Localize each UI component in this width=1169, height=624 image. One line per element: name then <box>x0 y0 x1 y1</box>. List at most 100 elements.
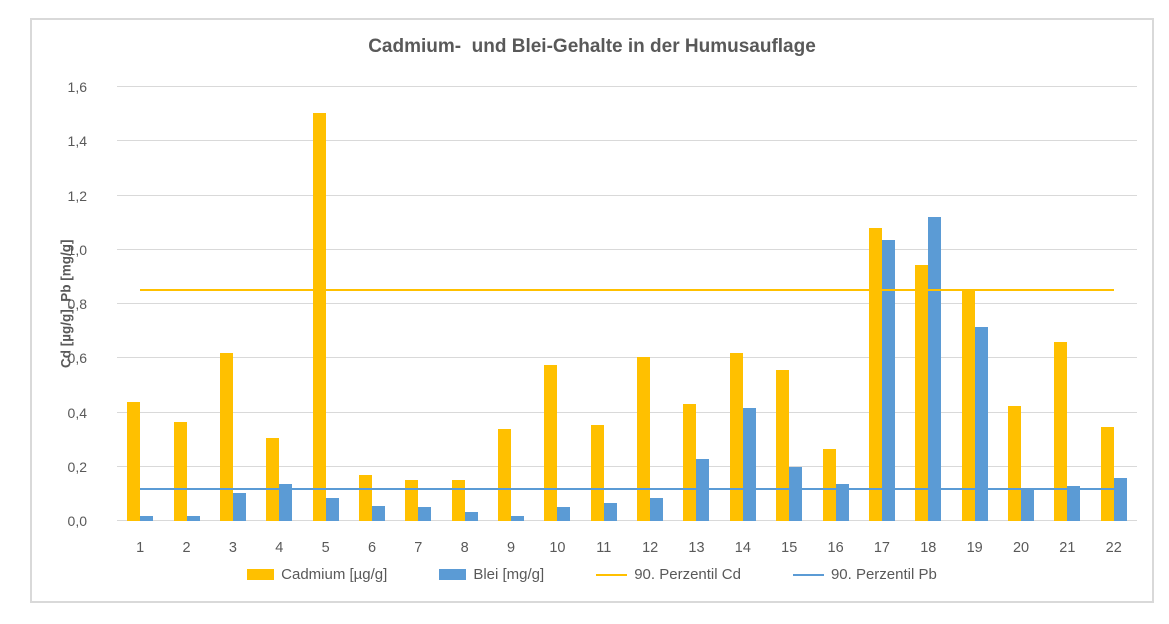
bar-blei[interactable] <box>232 492 246 521</box>
category-group <box>534 87 580 521</box>
bar-blei[interactable] <box>650 497 664 521</box>
legend-label: Cadmium [µg/g] <box>281 566 388 583</box>
category-group <box>256 87 302 521</box>
bar-blei[interactable] <box>325 497 339 521</box>
bar-cadmium[interactable] <box>1008 405 1021 521</box>
bar-blei[interactable] <box>1067 485 1081 521</box>
bar-cadmium[interactable] <box>358 474 372 521</box>
bar-blei[interactable] <box>371 506 385 521</box>
x-axis-tick-label: 21 <box>1059 540 1076 556</box>
y-axis-tick-label: 1,6 <box>67 79 87 95</box>
bar-cadmium[interactable] <box>405 480 419 521</box>
category-group <box>117 87 163 521</box>
bar-cadmium[interactable] <box>729 352 743 521</box>
bar-cadmium[interactable] <box>266 438 280 521</box>
y-axis-tick-label: 0,4 <box>67 404 87 421</box>
bar-blei[interactable] <box>511 515 525 521</box>
bar-cadmium[interactable] <box>961 289 975 521</box>
bar-blei[interactable] <box>835 484 849 521</box>
x-axis-tick-label: 12 <box>642 540 659 556</box>
y-axis-tick-label: 1,0 <box>67 241 87 258</box>
gridline <box>117 303 1137 304</box>
bar-blei[interactable] <box>557 507 571 521</box>
gridline <box>117 140 1137 142</box>
category-group <box>766 87 812 521</box>
legend-item-cadmium[interactable]: Cadmium [µg/g] <box>247 566 387 583</box>
legend-label: 90. Perzentil Pb <box>830 566 937 583</box>
x-axis-tick-label: 22 <box>1105 540 1122 556</box>
bar-blei[interactable] <box>418 507 432 521</box>
gridline <box>117 357 1137 359</box>
bar-blei[interactable] <box>789 466 803 521</box>
bar-blei[interactable] <box>464 511 478 521</box>
bar-cadmium[interactable] <box>127 401 141 521</box>
bar-cadmium[interactable] <box>451 480 465 521</box>
bar-blei[interactable] <box>974 327 988 521</box>
category-group <box>1091 87 1137 521</box>
bar-cadmium[interactable] <box>868 228 882 521</box>
y-axis-tick-label: 1,4 <box>67 133 87 150</box>
category-group <box>442 87 488 521</box>
bar-cadmium[interactable] <box>683 404 697 521</box>
bar-cadmium[interactable] <box>219 352 233 521</box>
gridline <box>117 194 1137 196</box>
x-axis-labels: 1 2 3 4 5 6 7 8 9 10 11 12 13 14 15 16 17 18 19 20 21 22 <box>117 531 1137 556</box>
bar-cadmium[interactable] <box>173 422 187 521</box>
bar-cadmium[interactable] <box>498 428 512 521</box>
legend-item-perzentil-cd[interactable]: 90. Perzentil Cd <box>596 566 741 583</box>
legend-item-blei[interactable]: Blei [mg/g] <box>439 566 544 583</box>
y-axis-tick-label: 0,0 <box>67 513 87 529</box>
percentile-line-pb[interactable] <box>140 488 1114 490</box>
x-axis-line <box>117 520 1137 521</box>
bar-cadmium[interactable] <box>637 356 651 521</box>
category-group <box>302 87 348 521</box>
category-group <box>395 87 441 521</box>
x-axis-tick-label: 9 <box>507 540 516 556</box>
bar-blei[interactable] <box>742 408 756 521</box>
x-axis-tick-label: 19 <box>966 540 983 556</box>
bar-blei[interactable] <box>928 217 942 521</box>
x-axis-tick-label: 11 <box>596 540 612 556</box>
y-axis-tick-label: 0,6 <box>67 350 87 367</box>
legend-label: Blei [mg/g] <box>473 566 545 583</box>
x-axis-tick-label: 14 <box>734 540 751 556</box>
bar-cadmium[interactable] <box>1054 341 1068 521</box>
gridline <box>117 86 1137 87</box>
x-axis-tick-label: 17 <box>873 540 890 556</box>
bar-blei[interactable] <box>1021 488 1034 521</box>
x-axis-tick-label: 10 <box>549 540 566 556</box>
bar-cadmium[interactable] <box>1100 427 1114 521</box>
category-group <box>1044 87 1090 521</box>
bar-blei[interactable] <box>140 515 154 521</box>
bar-cadmium[interactable] <box>590 424 604 521</box>
gridline <box>117 465 1137 467</box>
bar-blei[interactable] <box>1113 477 1127 521</box>
category-group <box>163 87 209 521</box>
y-axis-tick-label: 1,2 <box>67 187 87 204</box>
x-axis-tick-label: 3 <box>228 540 237 556</box>
legend-item-perzentil-pb[interactable]: 90. Perzentil Pb <box>792 566 937 583</box>
y-axis-tick-label: 0,2 <box>67 458 87 475</box>
bar-cadmium[interactable] <box>822 449 836 521</box>
category-group <box>859 87 905 521</box>
x-axis-tick-label: 5 <box>321 540 330 556</box>
bar-cadmium[interactable] <box>544 365 558 521</box>
bars-container <box>117 87 1137 521</box>
bar-cadmium[interactable] <box>312 112 326 521</box>
percentile-line-cd[interactable] <box>140 289 1114 292</box>
gridline <box>117 411 1137 413</box>
bar-blei[interactable] <box>603 503 617 521</box>
category-group <box>905 87 951 521</box>
bar-blei[interactable] <box>881 240 895 521</box>
x-axis-tick-label: 20 <box>1012 540 1030 556</box>
x-axis-tick-label: 13 <box>688 540 705 556</box>
legend-color-swatch <box>247 569 275 580</box>
bar-cadmium[interactable] <box>915 264 929 521</box>
bar-cadmium[interactable] <box>776 370 790 521</box>
plot-area: 0,0 0,2 0,4 0,6 0,8 1,0 1,2 1,4 1,6 <box>68 79 1137 529</box>
bar-blei[interactable] <box>186 515 200 521</box>
bar-blei[interactable] <box>279 484 293 521</box>
legend-color-swatch <box>439 569 467 580</box>
category-group <box>349 87 395 521</box>
chart-frame[interactable]: Cadmium- und Blei-Gehalte in der Humusau… <box>30 18 1154 603</box>
